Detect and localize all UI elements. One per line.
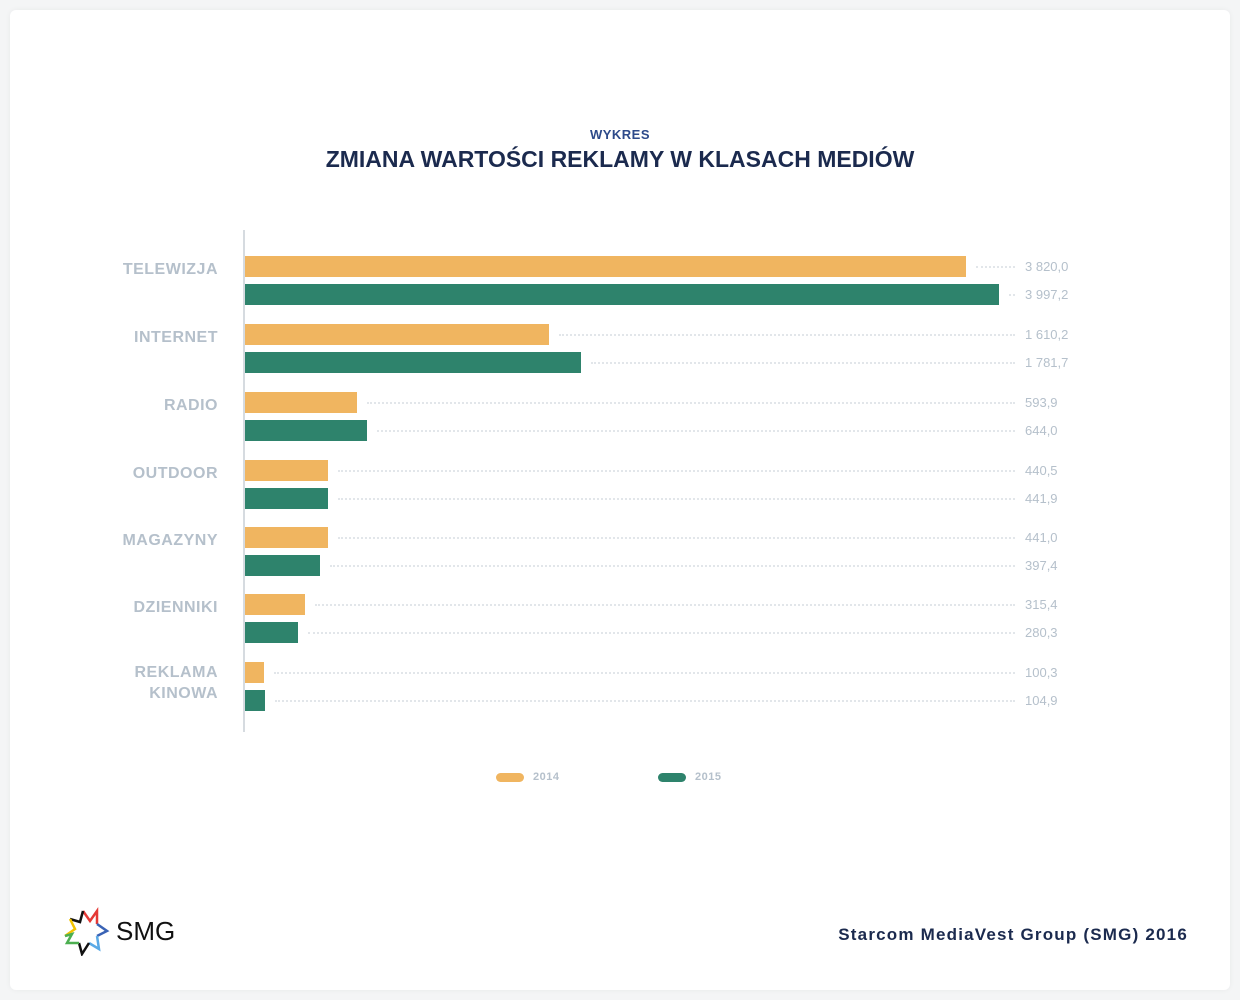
leader-dots — [307, 632, 1015, 634]
data-label: 3 997,2 — [1025, 287, 1069, 302]
leader-dots — [338, 537, 1015, 539]
bar-2015 — [245, 420, 367, 441]
bar-2014 — [245, 662, 264, 683]
star-logo-icon — [64, 907, 110, 956]
category-label-line: INTERNET — [134, 329, 218, 346]
legend-label: 2015 — [695, 771, 722, 783]
category-label-line: TELEWIZJA — [122, 261, 218, 278]
leader-dots — [376, 430, 1015, 432]
logo-text: SMG — [116, 915, 176, 946]
category-label: REKLAMA KINOWA — [135, 662, 219, 704]
legend-item-2014: 2014 — [496, 771, 559, 783]
bar-2015 — [245, 622, 298, 643]
data-label: 644,0 — [1025, 423, 1058, 438]
category-label: RADIO — [164, 395, 218, 416]
leader-dots — [273, 672, 1015, 674]
category-label-line: REKLAMA — [134, 664, 218, 681]
category-label: OUTDOOR — [133, 463, 218, 484]
category-label-line: DZIENNIKI — [133, 599, 218, 616]
data-label: 280,3 — [1025, 625, 1058, 640]
bar-2014 — [245, 256, 967, 277]
data-label: 1 781,7 — [1025, 355, 1069, 370]
leader-dots — [591, 362, 1015, 364]
bar-2014 — [245, 527, 329, 548]
leader-dots — [976, 266, 1015, 268]
leader-dots — [1009, 294, 1015, 296]
chart-title: ZMIANA WARTOŚCI REKLAMY W KLASACH MEDIÓW — [325, 146, 915, 172]
bar-2015 — [245, 352, 582, 373]
data-label: 100,3 — [1025, 665, 1058, 680]
data-label: 397,4 — [1025, 558, 1058, 573]
data-label: 441,9 — [1025, 491, 1058, 506]
legend-swatch — [658, 772, 686, 782]
bar-2014 — [245, 460, 329, 481]
leader-dots — [274, 700, 1015, 702]
data-label: 104,9 — [1025, 693, 1058, 708]
bar-2015 — [245, 488, 329, 509]
chart-card — [10, 10, 1230, 990]
source-note: Starcom MediaVest Group (SMG) 2016 — [838, 925, 1188, 944]
data-label: 3 820,0 — [1025, 259, 1069, 274]
smg-logo: SMG — [60, 906, 175, 956]
category-label-line: KINOWA — [149, 685, 218, 702]
bar-2014 — [245, 594, 305, 615]
bar-2015 — [245, 555, 320, 576]
bar-2014 — [245, 392, 358, 413]
data-label: 441,0 — [1025, 530, 1058, 545]
category-label-line: MAGAZYNY — [122, 532, 218, 549]
bar-2015 — [245, 284, 1000, 305]
category-label-line: OUTDOOR — [132, 465, 218, 482]
bar-2015 — [245, 690, 265, 711]
data-label: 1 610,2 — [1025, 327, 1069, 342]
legend-label: 2014 — [533, 771, 560, 783]
legend-item-2015: 2015 — [658, 771, 721, 783]
bar-2014 — [245, 324, 549, 345]
category-label: INTERNET — [134, 327, 218, 348]
legend-swatch — [496, 772, 524, 782]
chart-subtitle: WYKRES — [589, 127, 651, 142]
category-label: DZIENNIKI — [134, 597, 219, 618]
category-label: MAGAZYNY — [122, 530, 218, 551]
data-label: 440,5 — [1025, 463, 1058, 478]
leader-dots — [558, 334, 1015, 336]
data-label: 315,4 — [1025, 597, 1058, 612]
category-label: TELEWIZJA — [123, 259, 218, 280]
category-label-line: RADIO — [163, 397, 218, 414]
y-axis-line — [243, 230, 245, 732]
leader-dots — [338, 498, 1015, 500]
leader-dots — [338, 470, 1015, 472]
data-label: 593,9 — [1025, 395, 1058, 410]
leader-dots — [314, 604, 1015, 606]
leader-dots — [367, 402, 1015, 404]
leader-dots — [330, 565, 1015, 567]
